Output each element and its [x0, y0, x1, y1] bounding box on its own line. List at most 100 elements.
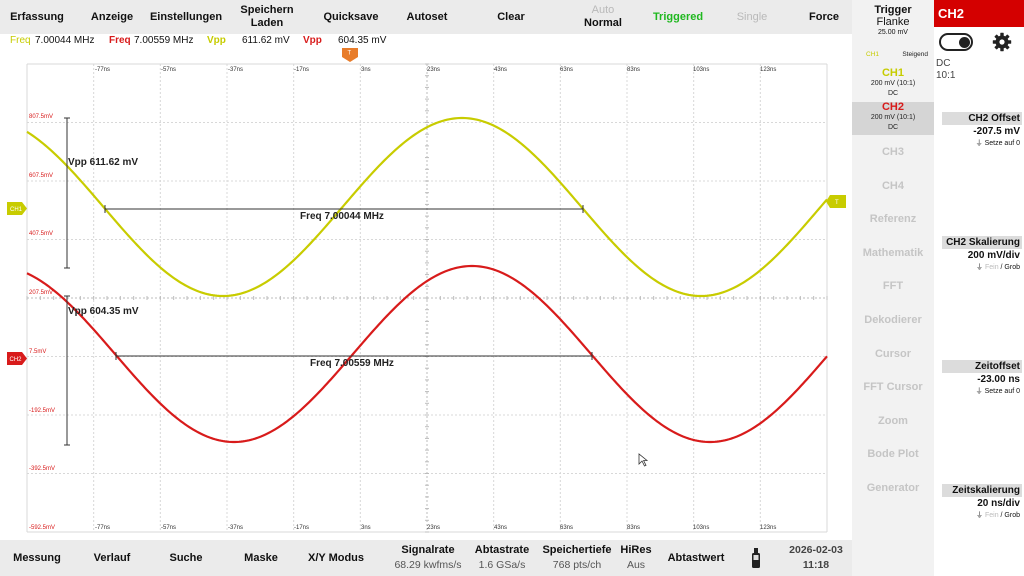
ch1-vpp-value: 611.62 mV — [242, 35, 290, 46]
ch2-waveform — [26, 264, 828, 444]
speichertiefe-readout[interactable]: Speichertiefe 768 pts/ch — [538, 540, 616, 576]
menu-single[interactable]: Single — [708, 0, 796, 34]
signalrate-label: Signalrate — [401, 544, 455, 556]
offset-reset[interactable]: ⏚ Setze auf 0 — [942, 139, 1022, 149]
time-tick-label: 63ns — [560, 67, 573, 73]
signalrate-readout[interactable]: Signalrate 68.29 kwfms/s — [388, 540, 468, 576]
usb-stick-glyph — [752, 548, 760, 568]
cursor-entry[interactable]: Cursor — [874, 348, 912, 360]
menu-clear[interactable]: Clear — [464, 0, 558, 34]
hires-readout[interactable]: HiRes Aus — [616, 540, 656, 576]
scale-fine-label: Fein — [984, 264, 999, 271]
time-tick-label: -17ns — [294, 525, 309, 531]
coupling-probe-info[interactable]: DC 10:1 — [936, 58, 955, 82]
voltage-tick-label: 7.5mV — [29, 349, 46, 355]
abtastwert-button[interactable]: Abtastwert — [660, 540, 732, 576]
ch1-freq-text: Freq 7.00044 MHz — [300, 211, 384, 222]
ch4-entry[interactable]: CH4 — [881, 180, 904, 192]
menu-speichern-laden[interactable]: Speichern Laden — [222, 0, 312, 34]
suche-button[interactable]: Suche — [150, 540, 222, 576]
trigger-slope: Steigend — [902, 51, 928, 58]
dekodierer-entry[interactable]: Dekodierer — [864, 314, 922, 326]
trigger-position-label: T — [348, 51, 352, 57]
abtastrate-value: 1.6 GSa/s — [478, 559, 526, 571]
menu-force[interactable]: Force — [796, 0, 852, 34]
menu-anzeige[interactable]: Anzeige — [74, 0, 150, 34]
time-tick-label: 123ns — [760, 67, 776, 73]
hires-label: HiRes — [620, 544, 652, 556]
maske-button[interactable]: Maske — [222, 540, 300, 576]
gear-glyph — [992, 32, 1012, 52]
timeoffset-reset[interactable]: ⏚ Setze auf 0 — [942, 387, 1022, 397]
timeoffset-control[interactable]: Zeitoffset -23.00 ns ⏚ Setze auf 0 — [942, 360, 1024, 397]
scope-display[interactable]: -77ns -77ns -57ns -57ns -37ns -37ns -17ns -17ns… — [0, 48, 852, 536]
mode-auto-label: Auto — [591, 4, 615, 16]
menu-erfassung[interactable]: Erfassung — [0, 0, 74, 34]
timescale-fine-label: Fein — [984, 512, 999, 519]
menu-speichern-line1: Speichern — [240, 4, 294, 16]
scale-control[interactable]: CH2 Skalierung 200 mV/div ⏚ Fein / Grob — [942, 236, 1024, 273]
scale-value: 200 mV/div — [967, 250, 1020, 261]
trigger-type: Flanke — [876, 16, 910, 28]
ch1-offset-marker[interactable]: CH1 — [7, 202, 27, 215]
referenz-entry[interactable]: Referenz — [869, 213, 917, 225]
ch2-freq-text: Freq 7.00559 MHz — [310, 358, 394, 369]
signalrate-value: 68.29 kwfms/s — [394, 559, 462, 571]
menu-autoset[interactable]: Autoset — [390, 0, 464, 34]
time-tick-label: 23ns — [427, 525, 440, 531]
ground-icon: ⏚ — [976, 512, 984, 519]
fft-entry[interactable]: FFT — [882, 280, 904, 292]
speichertiefe-value: 768 pts/ch — [552, 559, 602, 571]
voltage-tick-label: 607.5mV — [29, 173, 53, 179]
timeoffset-reset-label: Setze auf 0 — [984, 388, 1020, 395]
ch2-entry-scale: 200 mV (10:1) — [870, 114, 916, 121]
menu-anzeige-label: Anzeige — [90, 10, 134, 23]
messung-button[interactable]: Messung — [0, 540, 74, 576]
voltage-tick-label: 207.5mV — [29, 290, 53, 296]
timescale-control[interactable]: Zeitskalierung 20 ns/div ⏚ Fein / Grob — [942, 484, 1024, 521]
verlauf-button[interactable]: Verlauf — [74, 540, 150, 576]
timescale-coarse-label: / Grob — [1000, 512, 1020, 519]
ground-icon: ⏚ — [975, 388, 983, 395]
offset-control[interactable]: CH2 Offset -207.5 mV ⏚ Setze auf 0 — [942, 112, 1024, 149]
graticule — [26, 63, 828, 533]
voltage-tick-label: 807.5mV — [29, 114, 53, 120]
menu-quicksave[interactable]: Quicksave — [312, 0, 390, 34]
bode-plot-entry[interactable]: Bode Plot — [867, 448, 919, 460]
menu-force-label: Force — [809, 10, 839, 23]
channel-panel: Trigger Flanke 25.00 mV CH1 Steigend CH1… — [852, 0, 934, 576]
mathematik-entry[interactable]: Mathematik — [862, 247, 924, 259]
ch2-vpp-label: Vpp — [303, 35, 322, 46]
trigger-level-marker[interactable]: T — [826, 195, 846, 208]
toggle-switch-icon[interactable] — [939, 33, 973, 51]
ch1-freq-label: Freq — [10, 35, 31, 46]
mode-normal-label: Normal — [584, 17, 622, 29]
menu-trigger-mode[interactable]: Auto Normal — [558, 0, 648, 34]
trigger-section[interactable]: Trigger Flanke 25.00 mV — [852, 4, 934, 38]
ch2-vpp-indicator — [64, 295, 70, 446]
menu-triggered-status[interactable]: Triggered — [648, 0, 708, 34]
gear-icon[interactable] — [992, 32, 1012, 52]
menu-triggered-label: Triggered — [652, 10, 704, 23]
ch1-vpp-label: Vpp — [207, 35, 226, 46]
generator-entry[interactable]: Generator — [866, 482, 920, 494]
suche-label: Suche — [169, 551, 203, 564]
timeoffset-value: -23.00 ns — [977, 374, 1020, 385]
fft-cursor-entry[interactable]: FFT Cursor — [863, 381, 923, 393]
ch1-entry[interactable]: CH1 200 mV (10:1) DC — [852, 68, 934, 99]
xy-modus-button[interactable]: X/Y Modus — [300, 540, 372, 576]
zoom-entry[interactable]: Zoom — [878, 415, 908, 427]
ch2-entry[interactable]: CH2 200 mV (10:1) DC — [852, 102, 934, 135]
mouse-pointer-icon — [638, 453, 649, 467]
trigger-position-marker[interactable]: T — [342, 48, 358, 62]
ch2-freq-label: Freq — [109, 35, 131, 46]
abtastrate-readout[interactable]: Abtastrate 1.6 GSa/s — [468, 540, 536, 576]
timescale-fine-coarse[interactable]: ⏚ Fein / Grob — [942, 511, 1022, 521]
usb-stick-icon[interactable] — [742, 540, 770, 576]
scale-fine-coarse[interactable]: ⏚ Fein / Grob — [942, 263, 1022, 273]
time-tick-label: 23ns — [427, 67, 440, 73]
ch2-offset-marker[interactable]: CH2 — [7, 352, 27, 365]
ch3-entry[interactable]: CH3 — [881, 146, 904, 158]
menu-einstellungen[interactable]: Einstellungen — [150, 0, 222, 34]
